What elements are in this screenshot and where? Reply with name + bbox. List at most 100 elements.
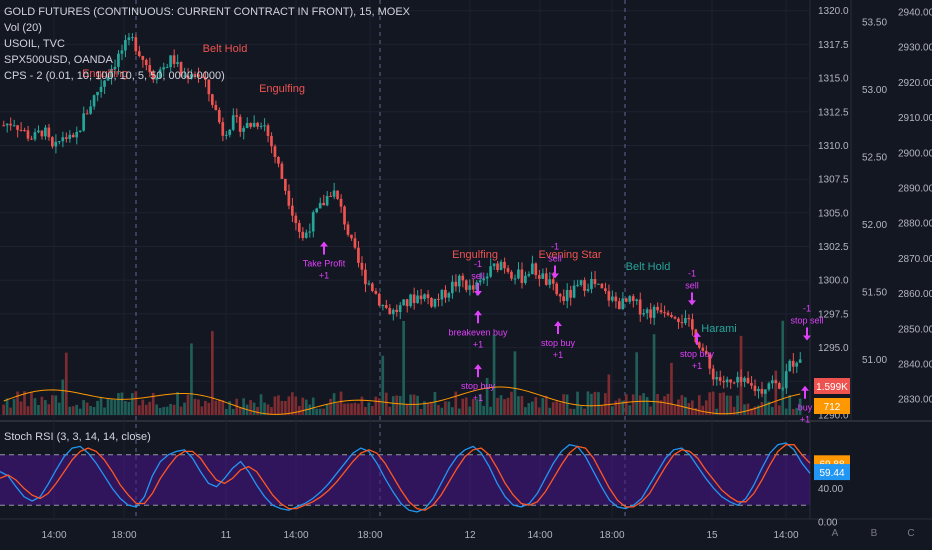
volume-bar (103, 407, 106, 415)
volume-bar (57, 402, 61, 415)
candle-body (767, 383, 771, 390)
volume-bar (760, 402, 764, 415)
volume-bar (197, 399, 200, 415)
price-tick-label: 1290.0 (818, 411, 849, 422)
time-tick-label: 11 (221, 530, 232, 541)
time-tick-label: 15 (706, 530, 718, 541)
signal-arrowhead (474, 364, 482, 370)
candle-body (395, 309, 399, 312)
legend-usoil[interactable]: USOIL, TVC (4, 38, 65, 50)
signal-count: +1 (553, 350, 563, 360)
candle-body (270, 135, 273, 147)
oil-tick-label: 52.50 (862, 153, 887, 164)
volume-bar (89, 406, 92, 415)
candle-body (377, 293, 381, 306)
candle-body (576, 284, 579, 286)
candle-body (217, 110, 221, 123)
candle-body (99, 86, 103, 92)
volume-bar (513, 351, 517, 415)
candle-body (141, 55, 145, 60)
candle-body (444, 289, 447, 298)
stoch-rsi-legend[interactable]: Stoch RSI (3, 3, 14, 14, close) (4, 431, 151, 443)
volume-bar (23, 391, 26, 415)
candle-body (715, 377, 719, 380)
volume-bar (631, 394, 635, 415)
price-tick-label: 1297.5 (818, 309, 849, 320)
candles (2, 32, 802, 399)
candle-body (322, 202, 325, 206)
volume-bar (224, 408, 228, 415)
volume-bar (207, 402, 211, 415)
candle-body (489, 266, 492, 277)
volume-bar (468, 406, 472, 415)
candle-body (659, 310, 663, 313)
volume-bar (492, 334, 496, 415)
time-tick-label: 14:00 (283, 530, 308, 541)
candle-body (409, 294, 412, 307)
legend-volume[interactable]: Vol (20) (4, 22, 42, 34)
candle-body (544, 273, 548, 285)
candle-body (649, 309, 652, 318)
candle-body (190, 74, 193, 79)
time-tick-label: 18:00 (357, 530, 382, 541)
spx-tick-label: 2840.00 (898, 360, 932, 371)
volume-bar (329, 398, 332, 415)
candle-body (346, 224, 350, 235)
signal-count: +1 (692, 361, 702, 371)
volume-bar (649, 406, 652, 415)
spx-tick-label: 2940.00 (898, 8, 932, 19)
candle-body (496, 263, 499, 271)
candle-body (82, 113, 85, 131)
candle-body (645, 309, 649, 314)
candle-body (506, 268, 510, 272)
candle-body (450, 281, 454, 294)
candle-body (235, 115, 239, 117)
candle-body (482, 278, 485, 281)
candle-body (47, 127, 51, 138)
candle-body (621, 298, 625, 310)
legend-cps-indicator[interactable]: CPS - 2 (0.01, 10, 100, 10, 5, 50, 0000-… (4, 70, 225, 82)
candle-body (729, 379, 732, 383)
volume-bar (235, 398, 239, 415)
candle-body (304, 232, 308, 238)
legend-spx500[interactable]: SPX500USD, OANDA (4, 54, 113, 66)
candle-body (684, 317, 687, 324)
pane-button-a[interactable]: A (831, 528, 839, 539)
spx-tick-label: 2830.00 (898, 395, 932, 406)
candle-body (33, 132, 37, 140)
candle-body (388, 307, 392, 315)
pane-button-c[interactable]: C (907, 528, 915, 539)
candle-body (604, 288, 607, 292)
signal-arrowhead (554, 321, 562, 327)
oil-tick-label: 51.50 (862, 288, 887, 299)
candle-body (666, 312, 670, 315)
volume-bar (117, 393, 120, 415)
price-tick-label: 1315.0 (818, 74, 849, 85)
volume-bar (530, 401, 534, 415)
signal-label: sell (685, 280, 699, 290)
volume-bar (287, 396, 291, 415)
candle-body (325, 195, 329, 206)
candle-body (468, 285, 472, 290)
candle-body (579, 280, 583, 285)
volume-bar (489, 406, 492, 415)
volume-bar (391, 396, 395, 415)
signal-count: +1 (473, 339, 483, 349)
pane-button-b[interactable]: B (870, 528, 878, 539)
legend-main-symbol[interactable]: GOLD FUTURES (CONTINUOUS: CURRENT CONTRA… (4, 6, 411, 18)
candle-body (583, 280, 586, 291)
volume-bar (124, 401, 127, 415)
volume-bar (614, 400, 618, 415)
volume-bar (308, 404, 312, 415)
candle-body (614, 296, 618, 302)
volume-bar (242, 398, 245, 415)
candle-body (308, 231, 312, 233)
volume-bar (652, 334, 656, 415)
candle-body (193, 74, 197, 76)
candle-body (433, 298, 437, 307)
rsi-tick-label: 40.00 (818, 484, 843, 495)
candle-body (5, 123, 9, 126)
time-tick-label: 12 (464, 530, 476, 541)
candle-body (148, 65, 152, 73)
